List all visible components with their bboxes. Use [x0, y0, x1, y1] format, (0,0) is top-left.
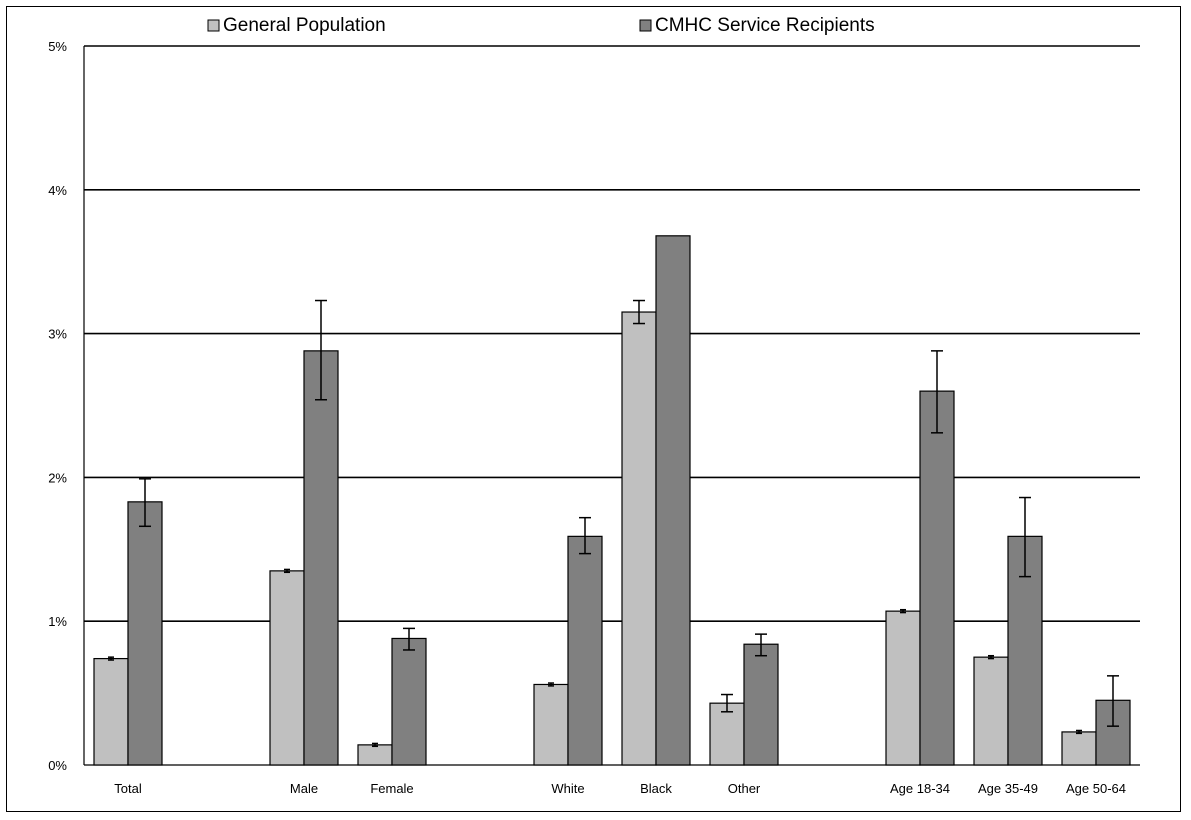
legend-swatch	[207, 19, 220, 32]
x-tick-label: Age 35-49	[978, 781, 1038, 796]
bar-cmhc-service-recipients	[567, 535, 603, 766]
bar-general-population	[621, 311, 657, 766]
y-tick-label: 5%	[48, 39, 67, 54]
bar-general-population	[93, 657, 129, 766]
x-tick-label: White	[551, 781, 584, 796]
bar-general-population	[357, 744, 393, 766]
bar-general-population	[973, 656, 1009, 766]
legend-label: General Population	[223, 15, 386, 36]
bar-cmhc-service-recipients	[919, 390, 955, 766]
bar-chart: 0% 1% 2% 3% 4% 5% Total Male Female White Black Oth…	[48, 15, 1140, 796]
bar-general-population	[885, 610, 921, 766]
bar-cmhc-service-recipients	[303, 350, 339, 766]
x-tick-label: Age 50-64	[1066, 781, 1126, 796]
x-tick-label: Other	[728, 781, 761, 796]
bar-general-population	[1061, 731, 1097, 766]
x-tick-label: Black	[640, 781, 672, 796]
y-tick-label: 1%	[48, 614, 67, 629]
chart-frame: 0% 1% 2% 3% 4% 5% Total Male Female White Black Oth…	[6, 6, 1181, 812]
y-tick-label: 2%	[48, 470, 67, 485]
bar-cmhc-service-recipients	[127, 501, 163, 766]
y-tick-label: 0%	[48, 758, 67, 773]
x-tick-label: Total	[114, 781, 142, 796]
x-tick-label: Female	[370, 781, 413, 796]
x-tick-label: Male	[290, 781, 318, 796]
y-tick-label: 3%	[48, 327, 67, 342]
bar-cmhc-service-recipients	[655, 235, 691, 766]
legend-label: CMHC Service Recipients	[655, 15, 875, 36]
legend-swatch	[639, 19, 652, 32]
bar-general-population	[533, 683, 569, 766]
bar-cmhc-service-recipients	[743, 643, 779, 766]
bar-general-population	[269, 570, 305, 766]
bar-cmhc-service-recipients	[391, 637, 427, 766]
x-tick-label: Age 18-34	[890, 781, 950, 796]
y-tick-label: 4%	[48, 183, 67, 198]
